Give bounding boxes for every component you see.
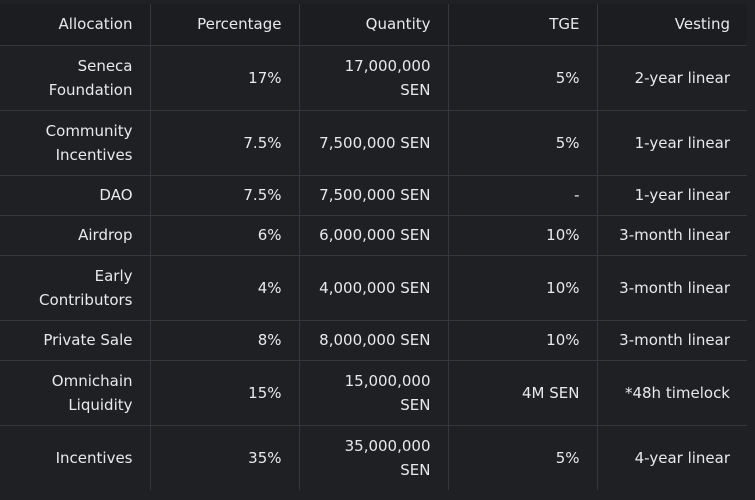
cell-tge: 10% — [448, 320, 598, 361]
cell-quantity: 7,500,000 SEN — [299, 175, 449, 216]
table-row: Community Incentives 7.5% 7,500,000 SEN … — [0, 110, 747, 176]
cell-vesting: 4-year linear — [634, 448, 730, 467]
cell-percentage: 8% — [150, 320, 300, 361]
cell-vesting: *48h timelock — [597, 360, 747, 426]
cell-quantity: 35,000,000 SEN — [299, 425, 449, 490]
cell-percentage: 7.5% — [150, 110, 300, 176]
cell-vesting: 1-year linear — [597, 175, 747, 216]
header-quantity: Quantity — [299, 4, 449, 46]
cell-vesting: 3-month linear — [597, 215, 747, 256]
cell-quantity: 7,500,000 SEN — [299, 110, 449, 176]
cell-tge: 5% — [448, 425, 598, 490]
header-allocation: Allocation — [0, 4, 151, 46]
cell-quantity: 17,000,000 SEN — [299, 45, 449, 111]
cell-percentage: 35% — [150, 425, 300, 490]
table-row: Airdrop 6% 6,000,000 SEN 10% 3-month lin… — [0, 215, 747, 256]
cell-percentage: 15% — [150, 360, 300, 426]
cell-quantity: 8,000,000 SEN — [299, 320, 449, 361]
header-vesting: Vesting — [597, 4, 747, 46]
cell-allocation: Incentives — [0, 425, 151, 490]
cell-vesting: 1-year linear — [597, 110, 747, 176]
table-row: Incentives 35% 35,000,000 SEN 5% 4-year … — [0, 425, 747, 490]
header-percentage: Percentage — [150, 4, 300, 46]
cell-vesting: 3-month linear — [597, 255, 747, 321]
cell-percentage: 6% — [150, 215, 300, 256]
table-header-row: Allocation Percentage Quantity TGE Vesti… — [0, 4, 747, 46]
cell-allocation: Seneca Foundation — [0, 45, 151, 111]
cell-percentage: 4% — [150, 255, 300, 321]
cell-tge: - — [448, 175, 598, 216]
cell-tge: 10% — [448, 215, 598, 256]
table-row: Seneca Foundation 17% 17,000,000 SEN 5% … — [0, 45, 747, 111]
cell-quantity: 15,000,000 SEN — [299, 360, 449, 426]
cell-allocation: Community Incentives — [0, 110, 151, 176]
cell-vesting: 2-year linear — [597, 45, 747, 111]
cell-tge: 5% — [448, 45, 598, 111]
cell-quantity: 4,000,000 SEN — [299, 255, 449, 321]
table-row: Omnichain Liquidity 15% 15,000,000 SEN 4… — [0, 360, 747, 426]
header-tge: TGE — [448, 4, 598, 46]
cell-allocation: Airdrop — [0, 215, 151, 256]
cell-tge: 4M SEN — [448, 360, 598, 426]
cell-allocation: Early Contributors — [0, 255, 151, 321]
cell-vesting: 3-month linear — [597, 320, 747, 361]
cell-tge: 5% — [448, 110, 598, 176]
cell-allocation: Private Sale — [0, 320, 151, 361]
table-row: Private Sale 8% 8,000,000 SEN 10% 3-mont… — [0, 320, 747, 361]
cell-quantity: 6,000,000 SEN — [299, 215, 449, 256]
cell-percentage: 17% — [150, 45, 300, 111]
cell-allocation: DAO — [0, 175, 151, 216]
table-row: DAO 7.5% 7,500,000 SEN - 1-year linear — [0, 175, 747, 216]
token-allocation-table: Allocation Percentage Quantity TGE Vesti… — [0, 4, 747, 490]
table-row: Early Contributors 4% 4,000,000 SEN 10% … — [0, 255, 747, 321]
cell-tge: 10% — [448, 255, 598, 321]
cell-allocation: Omnichain Liquidity — [0, 360, 151, 426]
cell-percentage: 7.5% — [150, 175, 300, 216]
